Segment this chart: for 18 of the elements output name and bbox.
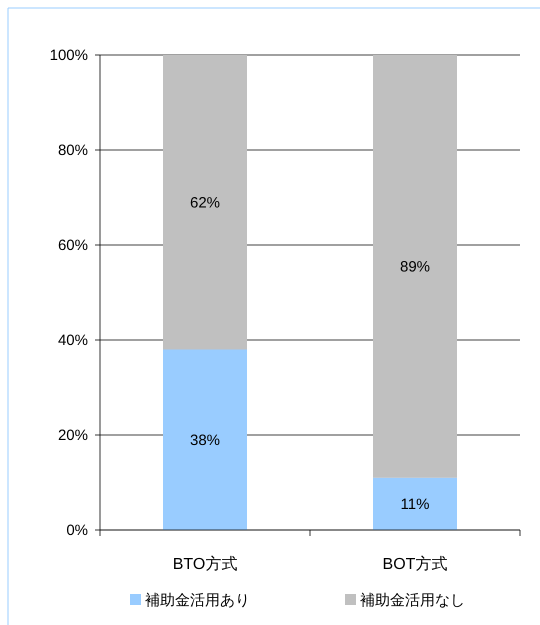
bar: [373, 55, 457, 478]
bar: [163, 350, 247, 530]
data-label: 11%: [400, 496, 430, 513]
x-tick-label: BOT方式: [382, 555, 448, 573]
data-label: 38%: [190, 432, 220, 449]
x-tick-label: BTO方式: [172, 555, 238, 573]
y-tick-label: 0%: [66, 522, 88, 539]
data-label: 89%: [400, 258, 430, 276]
y-tick-label: 60%: [58, 237, 88, 254]
y-tick-label: 100%: [50, 47, 88, 64]
y-tick-label: 20%: [58, 427, 88, 444]
y-tick-label: 40%: [58, 332, 88, 349]
legend-label: 補助金活用あり: [145, 592, 250, 609]
legend-label: 補助金活用なし: [360, 592, 465, 609]
y-tick-label: 80%: [58, 142, 88, 159]
bar: [163, 55, 247, 350]
data-label: 62%: [190, 194, 220, 212]
bar: [373, 478, 457, 530]
